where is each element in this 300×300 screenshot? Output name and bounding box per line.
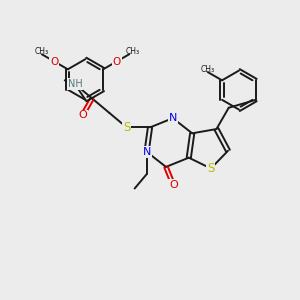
Text: CH₃: CH₃	[201, 65, 215, 74]
Text: NH: NH	[68, 79, 82, 89]
Text: O: O	[78, 110, 87, 120]
Text: CH₃: CH₃	[34, 47, 48, 56]
Text: O: O	[50, 56, 58, 67]
Text: O: O	[112, 56, 121, 67]
Text: N: N	[142, 147, 151, 157]
Text: N: N	[169, 113, 177, 123]
Text: S: S	[123, 121, 130, 134]
Text: S: S	[207, 162, 214, 175]
Text: O: O	[169, 180, 178, 190]
Text: CH₃: CH₃	[126, 47, 140, 56]
